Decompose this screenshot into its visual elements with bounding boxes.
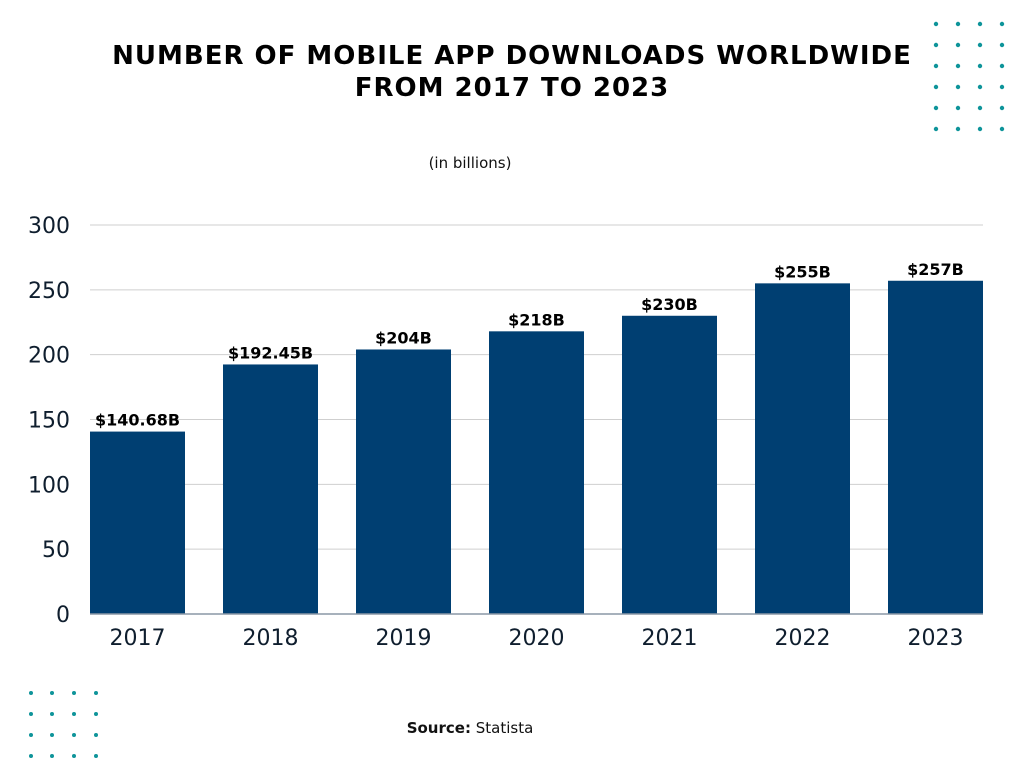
y-tick-label: 200 xyxy=(28,344,70,369)
y-tick-label: 150 xyxy=(28,409,70,434)
decorative-dot xyxy=(999,42,1005,48)
source-label: Source: xyxy=(406,719,471,737)
decorative-dot xyxy=(933,63,939,69)
decorative-dot xyxy=(955,42,961,48)
x-tick-label: 2017 xyxy=(110,626,166,651)
decorative-dot xyxy=(72,691,76,695)
decorative-dot xyxy=(999,84,1005,90)
decorative-dot xyxy=(94,733,98,737)
source-note: Source: Statista xyxy=(0,719,940,737)
decorative-dot xyxy=(955,84,961,90)
source-value: Statista xyxy=(475,719,534,737)
chart-title: NUMBER OF MOBILE APP DOWNLOADS WORLDWIDE… xyxy=(0,40,1024,104)
y-tick-label: 50 xyxy=(42,538,70,563)
decorative-dot xyxy=(72,712,76,716)
y-tick-label: 100 xyxy=(28,473,70,498)
decorative-dot xyxy=(955,105,961,111)
decorative-dot xyxy=(933,84,939,90)
decorative-dot xyxy=(977,42,983,48)
decorative-dot xyxy=(29,712,33,716)
decorative-dot xyxy=(977,126,983,132)
decorative-dot xyxy=(999,126,1005,132)
bar xyxy=(755,283,850,614)
decorative-dot xyxy=(50,691,54,695)
decorative-dot xyxy=(29,754,33,758)
decorative-dot xyxy=(50,712,54,716)
decorative-dot xyxy=(29,691,33,695)
decorative-dot xyxy=(933,105,939,111)
decorative-dot xyxy=(50,754,54,758)
y-tick-label: 250 xyxy=(28,279,70,304)
bar xyxy=(888,280,983,614)
chart-subtitle: (in billions) xyxy=(428,154,512,172)
data-label: $230B xyxy=(641,295,698,314)
bar xyxy=(356,349,451,614)
bar xyxy=(622,315,717,614)
decorative-dot xyxy=(94,712,98,716)
decorative-dot xyxy=(977,105,983,111)
data-label: $255B xyxy=(774,262,831,281)
decorative-dot xyxy=(955,21,961,27)
data-label: $218B xyxy=(508,310,565,329)
x-tick-label: 2019 xyxy=(376,626,432,651)
y-tick-label: 0 xyxy=(56,603,70,628)
decorative-dot xyxy=(94,691,98,695)
decorative-dot xyxy=(72,754,76,758)
decorative-dot xyxy=(933,126,939,132)
decorative-dot xyxy=(29,733,33,737)
x-tick-label: 2018 xyxy=(243,626,299,651)
decorative-dot xyxy=(977,84,983,90)
decorative-dot xyxy=(94,754,98,758)
data-label: $140.68B xyxy=(95,411,180,430)
bar xyxy=(489,331,584,614)
decorative-dot xyxy=(933,42,939,48)
decorative-dot xyxy=(72,733,76,737)
decorative-dot xyxy=(999,63,1005,69)
decorative-dot xyxy=(955,126,961,132)
x-tick-label: 2021 xyxy=(642,626,698,651)
decorative-dot xyxy=(977,63,983,69)
x-tick-label: 2023 xyxy=(908,626,964,651)
x-tick-label: 2022 xyxy=(775,626,831,651)
data-label: $192.45B xyxy=(228,343,313,362)
data-label: $257B xyxy=(907,260,964,279)
bar xyxy=(223,364,318,614)
title-line-1: NUMBER OF MOBILE APP DOWNLOADS WORLDWIDE xyxy=(112,41,912,71)
decorative-dot xyxy=(977,21,983,27)
decorative-dot xyxy=(999,21,1005,27)
decorative-dot xyxy=(999,105,1005,111)
bar xyxy=(90,431,185,614)
decorative-dot xyxy=(50,733,54,737)
decorative-dot xyxy=(933,21,939,27)
title-line-2: FROM 2017 TO 2023 xyxy=(354,73,670,103)
decorative-dot xyxy=(955,63,961,69)
data-label: $204B xyxy=(375,328,432,347)
x-tick-label: 2020 xyxy=(509,626,565,651)
y-tick-label: 300 xyxy=(28,214,70,239)
